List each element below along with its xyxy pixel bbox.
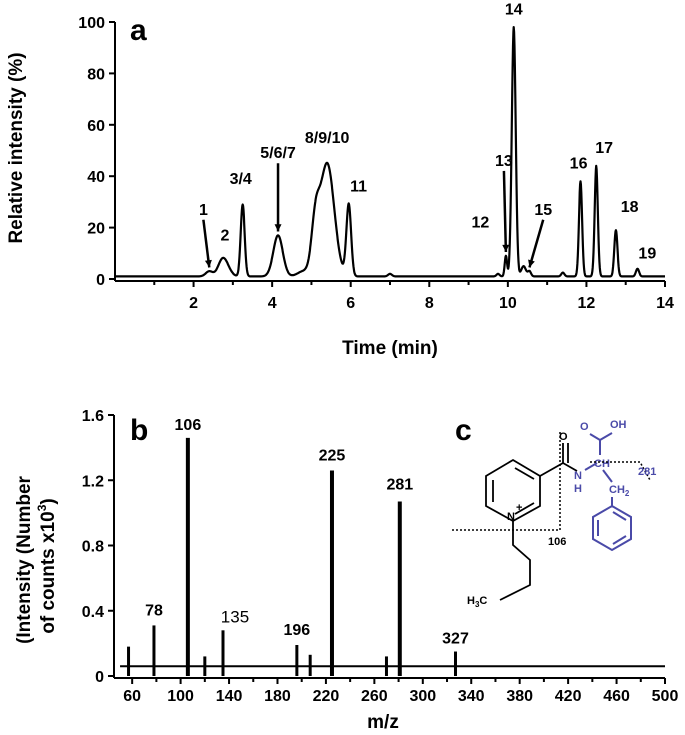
- peak-arrowhead: [528, 259, 535, 268]
- peak-label-16: 16: [570, 155, 588, 172]
- spectrum-y-tick-label: 0.4: [82, 604, 104, 621]
- peak-label-17: 17: [595, 140, 613, 157]
- ring-nitrogen: N: [507, 511, 515, 523]
- fragment-106-label: 106: [548, 536, 566, 548]
- chromatogram-y-tick-label: 20: [87, 221, 105, 238]
- spectrum-y-tick-label: 0: [95, 669, 104, 686]
- mz-label-281: 281: [386, 476, 413, 493]
- spectrum-y-title-line1: (Intensity (Number: [14, 475, 35, 643]
- chromatogram-y-tick-label: 0: [96, 272, 105, 289]
- chromatogram-y-tick-label: 60: [87, 118, 105, 135]
- spectrum-x-tick-label: 140: [216, 688, 243, 705]
- spectrum-x-tick-label: 500: [652, 688, 679, 705]
- panel-b-letter: b: [130, 414, 148, 447]
- spectrum-x-tick-label: 380: [506, 688, 533, 705]
- mz-label-225: 225: [319, 447, 346, 464]
- peak-label-14: 14: [505, 1, 523, 18]
- hydroxyl: OH: [610, 419, 627, 431]
- chromatogram-y-title: Relative intensity (%): [6, 52, 27, 243]
- chemical-structure: c O N H N + H3C CH O OH: [452, 414, 656, 609]
- peak-arrowhead: [502, 244, 510, 253]
- mz-label-106: 106: [175, 417, 202, 434]
- peak-label-18: 18: [621, 199, 639, 216]
- butyl-chain: [499, 521, 531, 601]
- amide-hydrogen: H: [574, 483, 582, 495]
- spectrum-x-tick-label: 180: [264, 688, 291, 705]
- chromatogram-y-tick-label: 100: [78, 15, 105, 32]
- chromatogram-x-tick-label: 8: [425, 295, 434, 312]
- peak-label-15: 15: [534, 202, 552, 219]
- chromatogram-y-tick-label: 80: [87, 66, 105, 83]
- chromatogram-trace: [115, 26, 666, 278]
- methyl-group: H3C: [467, 595, 487, 609]
- mass-spectrum-panel: b 60 100 140 180 220 260 300 340 380 420 460 500 00…: [14, 408, 678, 733]
- phenylalanine-moiety: CH O OH CH2: [580, 419, 632, 552]
- spectrum-x-tick-label: 220: [313, 688, 340, 705]
- mz-label-196: 196: [284, 622, 311, 639]
- peak-label-2: 2: [221, 227, 230, 244]
- spectrum-y-tick-label: 0.8: [82, 539, 104, 556]
- mz-label-327: 327: [442, 631, 469, 648]
- alpha-ch: CH: [594, 458, 610, 470]
- chromatogram-y-ticks: 0 20 40 60 80 100: [78, 15, 115, 289]
- peak-label-19: 19: [638, 245, 656, 262]
- panel-a-letter: a: [130, 14, 147, 47]
- fragment-281-cut: [590, 461, 651, 481]
- fragment-281-label: 281: [638, 466, 656, 478]
- fragment-106-cut: [452, 432, 561, 531]
- peak-label-11: 11: [350, 179, 367, 196]
- spectrum-x-ticks: 60 100 140 180 220 260 300 340 380 420 460 500: [123, 678, 678, 705]
- peak-label-5-6-7: 5/6/7: [260, 145, 296, 162]
- peak-label-8-9-10: 8/9/10: [305, 130, 350, 147]
- spectrum-peak-labels: 78 106 135 196 225 281 327: [145, 417, 469, 648]
- spectrum-y-tick-label: 1.2: [82, 473, 104, 490]
- chromatogram-x-tick-label: 6: [346, 295, 355, 312]
- spectrum-bars: [127, 437, 457, 676]
- chromatogram-x-tick-label: 4: [268, 295, 277, 312]
- peak-label-12: 12: [471, 215, 489, 232]
- peak-arrow: [528, 219, 545, 268]
- peak-label-1: 1: [199, 202, 208, 219]
- chromatogram-x-tick-label: 12: [578, 295, 596, 312]
- peak-arrow: [202, 219, 211, 268]
- mz-label-78: 78: [145, 602, 163, 619]
- spectrum-y-tick-label: 1.6: [82, 408, 104, 425]
- panel-c-letter: c: [455, 414, 472, 447]
- peak-label-13: 13: [495, 153, 513, 170]
- peak-arrow: [502, 170, 508, 253]
- spectrum-y-title: (Intensity (Number of counts x103): [14, 475, 59, 643]
- chromatogram-x-tick-label: 14: [656, 295, 674, 312]
- phenyl-ring: [592, 504, 632, 552]
- peak-label-3-4: 3/4: [230, 171, 252, 188]
- spectrum-x-tick-label: 260: [361, 688, 388, 705]
- chromatogram-x-tick-label: 10: [499, 295, 517, 312]
- acid-oxygen: O: [580, 421, 589, 433]
- spectrum-x-tick-label: 100: [167, 688, 194, 705]
- chromatogram-x-title: Time (min): [342, 338, 438, 359]
- spectrum-x-tick-label: 460: [603, 688, 630, 705]
- chromatogram-x-tick-label: 2: [189, 295, 198, 312]
- spectrum-x-tick-label: 300: [409, 688, 436, 705]
- chromatogram-y-tick-label: 40: [87, 169, 105, 186]
- spectrum-y-title-line2: of counts x103): [35, 498, 59, 634]
- spectrum-x-tick-label: 420: [555, 688, 582, 705]
- carbonyl-oxygen: O: [559, 431, 568, 443]
- ring-charge: +: [516, 502, 522, 514]
- spectrum-x-tick-label: 60: [123, 688, 141, 705]
- peak-arrowhead: [204, 259, 212, 268]
- mz-label-135: 135: [221, 607, 249, 626]
- spectrum-y-ticks: 0 0.4 0.8 1.2 1.6: [82, 408, 114, 686]
- methylene: CH2: [609, 484, 630, 498]
- peak-arrowhead: [274, 224, 282, 232]
- spectrum-x-tick-label: 340: [458, 688, 485, 705]
- amide-nitrogen: N: [574, 470, 582, 482]
- spectrum-x-title: m/z: [367, 712, 399, 733]
- chromatogram-x-ticks: 2 4 6 8 10 12 14: [153, 281, 674, 312]
